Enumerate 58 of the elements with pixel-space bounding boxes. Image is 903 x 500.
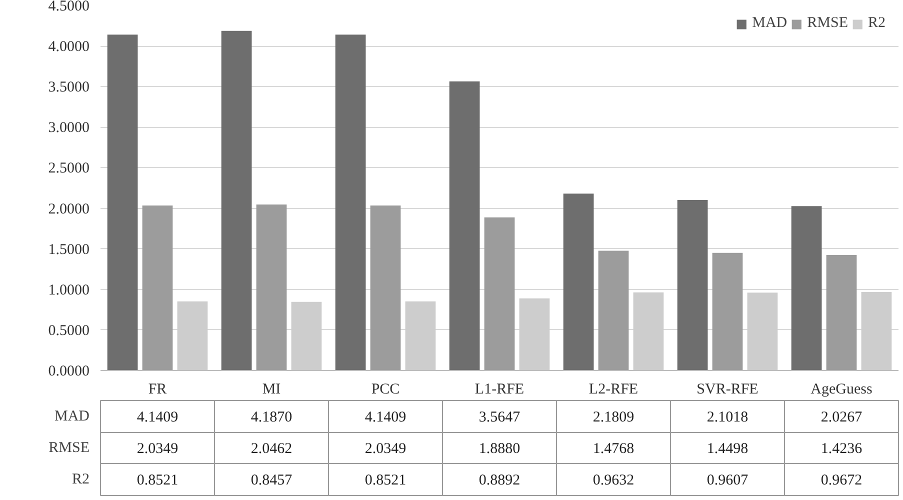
- data-label: 2.0462: [250, 441, 292, 457]
- bar: [791, 206, 822, 370]
- data-label: 1.4236: [820, 441, 863, 457]
- data-label: 1.4498: [706, 441, 748, 457]
- x-tick-label: AgeGuess: [810, 382, 872, 398]
- data-label: 0.9672: [820, 472, 862, 489]
- legend-label: MAD: [752, 15, 788, 32]
- bar: [712, 252, 743, 370]
- data-label: 0.8892: [478, 472, 520, 489]
- x-tick-label: L1-RFE: [474, 382, 524, 398]
- text: MAD: [54, 408, 90, 424]
- y-tick-label: 2.0000: [48, 201, 90, 218]
- x-tick-label: MI: [262, 382, 281, 398]
- bar: [677, 200, 708, 370]
- x-tick-label: L2-RFE: [588, 382, 638, 398]
- bar: [256, 204, 287, 370]
- data-label: 1.8880: [478, 441, 520, 457]
- bar: [107, 34, 138, 370]
- bar: [449, 81, 480, 370]
- data-label: 4.1409: [136, 409, 178, 426]
- data-label: 0.8521: [136, 472, 178, 489]
- legend-label: R2: [868, 15, 887, 32]
- data-label: 4.1409: [364, 409, 406, 426]
- bar: [484, 217, 515, 370]
- bar: [142, 205, 173, 370]
- y-tick-label: 3.5000: [48, 80, 90, 96]
- text: R2: [72, 472, 90, 488]
- y-tick-label: 2.5000: [48, 160, 90, 177]
- data-label: 3.5647: [478, 409, 521, 426]
- data-label: 2.1809: [592, 409, 634, 426]
- bar: [221, 30, 252, 370]
- bar: [826, 255, 857, 370]
- data-label: 2.0349: [364, 441, 406, 457]
- data-label: 0.9607: [706, 472, 749, 489]
- data-label: 4.1870: [250, 409, 292, 426]
- y-tick-label: 1.5000: [48, 242, 90, 258]
- legend-label: RMSE: [807, 15, 848, 32]
- y-tick-label: 4.5000: [48, 0, 90, 14]
- bar: [335, 34, 366, 370]
- data-label: 2.0267: [820, 409, 863, 426]
- y-tick-label: 3.0000: [48, 120, 90, 136]
- x-tick-label: FR: [148, 382, 167, 398]
- data-label: 1.4768: [592, 441, 634, 457]
- data-label: 0.8521: [364, 472, 406, 489]
- text: RMSE: [48, 440, 90, 456]
- data-label: 0.8457: [250, 472, 293, 489]
- y-tick-label: 0.0000: [48, 364, 90, 380]
- bar: [563, 194, 594, 370]
- bar: [598, 250, 629, 370]
- y-tick-label: 1.0000: [48, 282, 90, 298]
- data-label: 2.1018: [706, 409, 748, 426]
- data-label: 2.0349: [136, 441, 178, 457]
- bar: [370, 205, 401, 370]
- y-tick-label: 4.0000: [48, 39, 90, 56]
- x-tick-label: SVR-RFE: [696, 382, 758, 398]
- x-tick-label: PCC: [371, 382, 400, 398]
- y-tick-label: 0.5000: [48, 322, 90, 339]
- data-label: 0.9632: [592, 472, 634, 489]
